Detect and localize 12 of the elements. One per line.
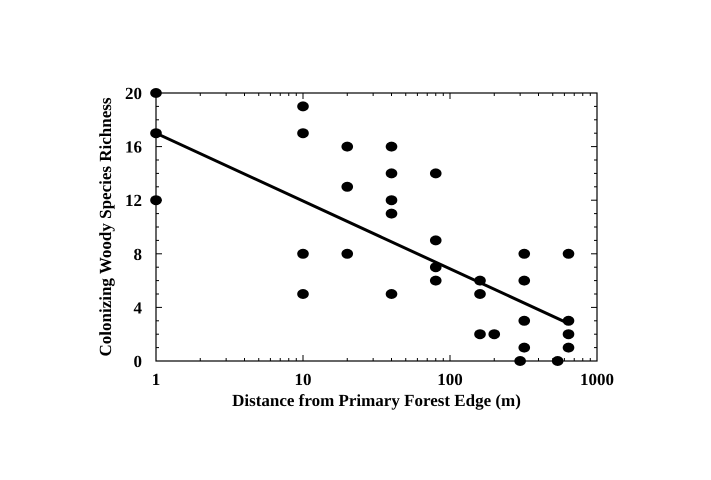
x-tick-label: 10 bbox=[294, 370, 312, 389]
y-tick-label: 8 bbox=[134, 244, 142, 264]
y-tick-label: 4 bbox=[134, 298, 142, 318]
y-tick-label: 16 bbox=[125, 138, 142, 157]
y-axis-title: Colonizing Woody Species Richness bbox=[96, 97, 115, 356]
y-tick-label: 0 bbox=[134, 352, 142, 371]
x-axis-title: Distance from Primary Forest Edge (m) bbox=[232, 391, 521, 410]
y-tick-label: 12 bbox=[125, 191, 142, 210]
y-tick-label: 20 bbox=[125, 84, 142, 103]
x-tick-label: 1 bbox=[152, 370, 160, 389]
x-tick-label: 100 bbox=[437, 370, 463, 389]
x-tick-label: 1000 bbox=[580, 370, 614, 389]
